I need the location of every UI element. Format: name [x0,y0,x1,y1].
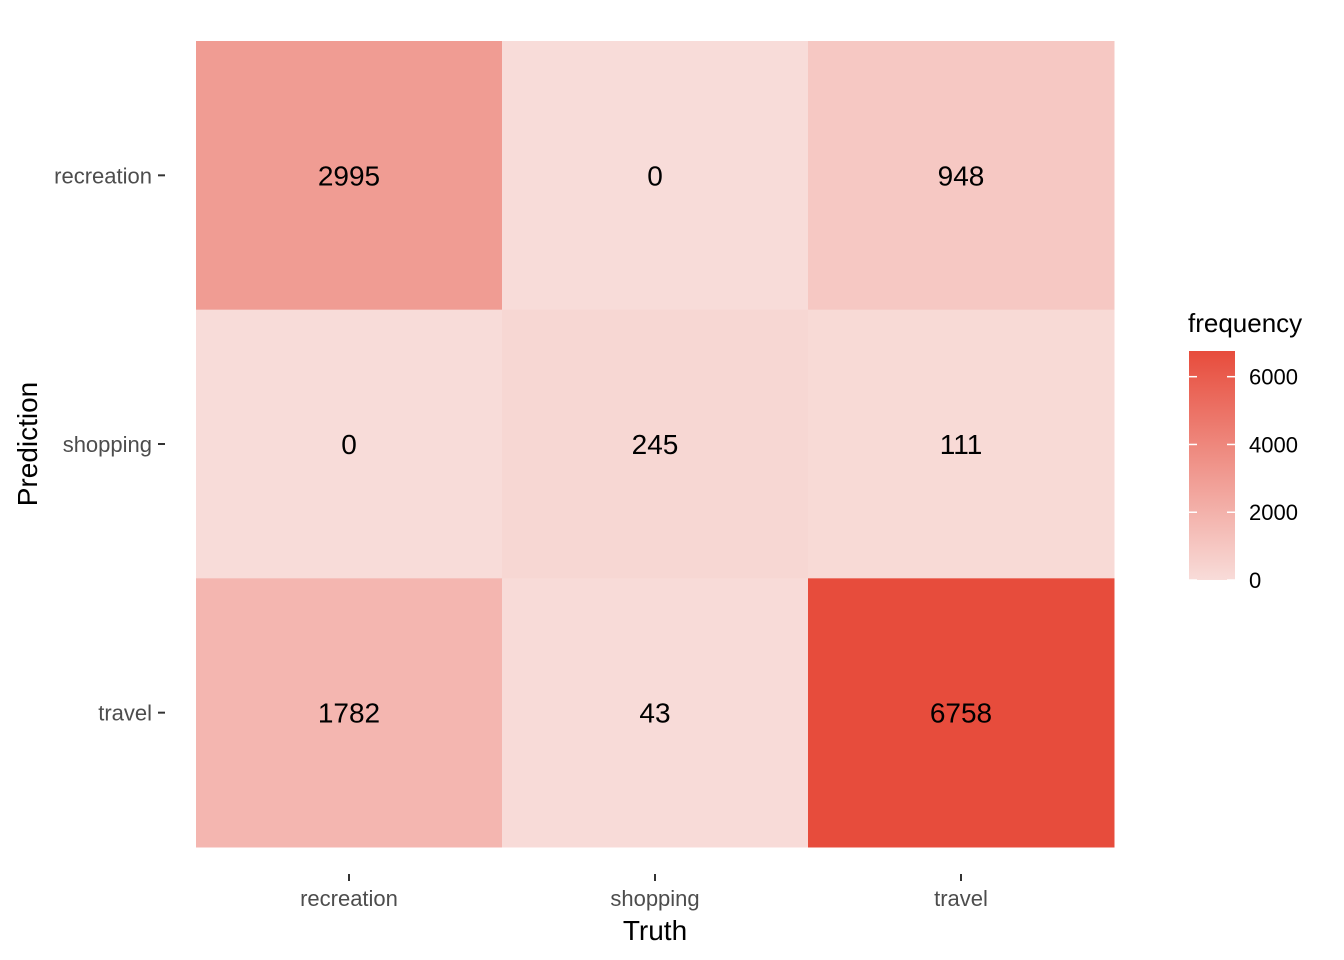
cell-recreation-travel [808,41,1115,311]
legend-label-0: 0 [1249,568,1261,593]
cell-shopping-shopping [502,309,809,579]
y-axis: recreation shopping travel [54,163,165,726]
legend-label-4000: 4000 [1249,432,1298,457]
y-tick-label-recreation: recreation [54,163,152,188]
legend-label-6000: 6000 [1249,365,1298,390]
cell-travel-travel [808,578,1115,848]
y-tick-label-shopping: shopping [63,432,152,457]
legend-ticks: 0 2000 4000 6000 [1189,365,1298,593]
x-tick-label-travel: travel [934,886,988,911]
cell-label-shopping-shopping: 245 [632,429,679,460]
x-axis-title: Truth [623,915,687,946]
cell-label-travel-recreation: 1782 [318,698,380,729]
cell-label-recreation-recreation: 2995 [318,160,380,191]
legend-label-2000: 2000 [1249,500,1298,525]
cell-label-recreation-shopping: 0 [647,160,663,191]
cell-value-labels: 2995 0 948 0 245 111 1782 43 6758 [318,160,992,728]
heatmap-cells [196,41,1115,848]
cell-label-shopping-travel: 111 [940,429,983,460]
cell-label-shopping-recreation: 0 [341,429,357,460]
cell-label-travel-travel: 6758 [930,698,992,729]
cell-travel-shopping [502,578,809,848]
y-axis-title: Prediction [12,382,43,507]
cell-recreation-recreation [196,41,503,311]
cell-travel-recreation [196,578,503,848]
cell-shopping-travel [808,309,1115,579]
cell-label-travel-shopping: 43 [639,698,670,729]
legend-title: frequency [1188,308,1302,338]
x-tick-label-recreation: recreation [300,886,398,911]
cell-shopping-recreation [196,309,503,579]
cell-label-recreation-travel: 948 [938,160,985,191]
x-tick-label-shopping: shopping [610,886,699,911]
cell-recreation-shopping [502,41,809,311]
y-tick-label-travel: travel [98,701,152,726]
legend-colorbar [1189,351,1235,580]
x-axis: recreation shopping travel [300,874,988,911]
legend: frequency 0 2000 4000 6000 [1188,308,1302,593]
